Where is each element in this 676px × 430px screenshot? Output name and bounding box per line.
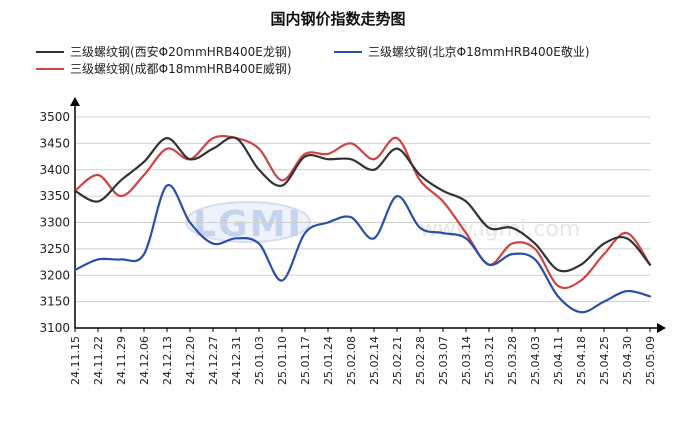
y-tick-label-3200: 3200: [39, 268, 70, 282]
y-tick-label-3350: 3350: [39, 189, 70, 203]
grid: [75, 116, 650, 303]
series-line-1: [73, 184, 652, 314]
x-tick-label-4: 24.12.13: [161, 336, 174, 385]
y-tick-label-3300: 3300: [39, 216, 70, 230]
x-tick-label-0: 24.11.15: [69, 336, 82, 385]
x-tick-label-17: 25.03.14: [460, 336, 473, 385]
legend-item-xian: 三级螺纹钢(西安Φ20mmHRB400E龙钢): [36, 43, 292, 60]
series-line-2: [73, 134, 652, 290]
legend-item-chengdu: 三级螺纹钢(成都Φ18mmHRB400E威钢): [36, 60, 292, 77]
x-tick-label-22: 25.04.18: [575, 336, 588, 385]
x-tick-label-18: 25.03.21: [483, 336, 496, 385]
x-tick-label-8: 25.01.03: [253, 336, 266, 385]
x-tick-label-6: 24.12.27: [207, 336, 220, 385]
x-tick-label-13: 25.02.14: [368, 336, 381, 385]
x-tick-label-2: 24.11.29: [115, 336, 128, 385]
y-tick-label-3250: 3250: [39, 242, 70, 256]
series-line-0: [73, 136, 652, 273]
legend-swatch-xian: [36, 50, 64, 53]
x-tick-label-24: 25.04.30: [621, 336, 634, 385]
y-tick-label-3450: 3450: [39, 136, 70, 150]
y-tick-label-3100: 3100: [39, 321, 70, 335]
legend-label-chengdu: 三级螺纹钢(成都Φ18mmHRB400E威钢): [70, 62, 292, 76]
x-tick-label-25: 25.05.09: [644, 336, 657, 385]
x-tick-label-9: 25.01.10: [276, 336, 289, 385]
x-tick-label-16: 25.03.07: [437, 336, 450, 385]
x-tick-label-5: 24.12.20: [184, 336, 197, 385]
x-tick-label-15: 25.02.28: [414, 336, 427, 385]
x-tick-label-10: 25.01.17: [299, 336, 312, 385]
x-tick-label-1: 24.11.22: [92, 336, 105, 385]
legend-label-xian: 三级螺纹钢(西安Φ20mmHRB400E龙钢): [70, 45, 292, 59]
x-tick-labels: 24.11.15 24.11.22 24.11.29 24.12.06 24.12.13…: [69, 336, 657, 385]
x-tick-label-20: 25.04.03: [529, 336, 542, 385]
x-tick-label-3: 24.12.06: [138, 336, 151, 385]
series-lines: [73, 134, 652, 314]
x-tick-label-7: 24.12.31: [230, 336, 243, 385]
legend-swatch-chengdu: [36, 67, 64, 70]
x-tick-label-11: 25.01.24: [322, 336, 335, 385]
x-tick-label-21: 25.04.11: [552, 336, 565, 385]
x-tick-label-14: 25.02.21: [391, 336, 404, 385]
y-tick-label-3400: 3400: [39, 163, 70, 177]
axes: [70, 97, 666, 333]
chart-title: 国内钢价指数走势图: [270, 10, 406, 28]
legend-label-beijing: 三级螺纹钢(北京Φ18mmHRB400E敬业): [368, 45, 590, 59]
legend-swatch-beijing: [334, 50, 362, 53]
y-axis-arrow: [70, 97, 80, 106]
legend-item-beijing: 三级螺纹钢(北京Φ18mmHRB400E敬业): [334, 43, 590, 60]
y-tick-labels: 3100 3150 3200 3250 3300 3350 3400 3450 3500: [39, 110, 70, 335]
x-axis-arrow: [657, 323, 666, 333]
x-tick-label-19: 25.03.28: [506, 336, 519, 385]
y-tick-label-3500: 3500: [39, 110, 70, 124]
x-tick-label-12: 25.02.08: [345, 336, 358, 385]
y-tick-label-3150: 3150: [39, 295, 70, 309]
x-tick-label-23: 25.04.25: [598, 336, 611, 385]
